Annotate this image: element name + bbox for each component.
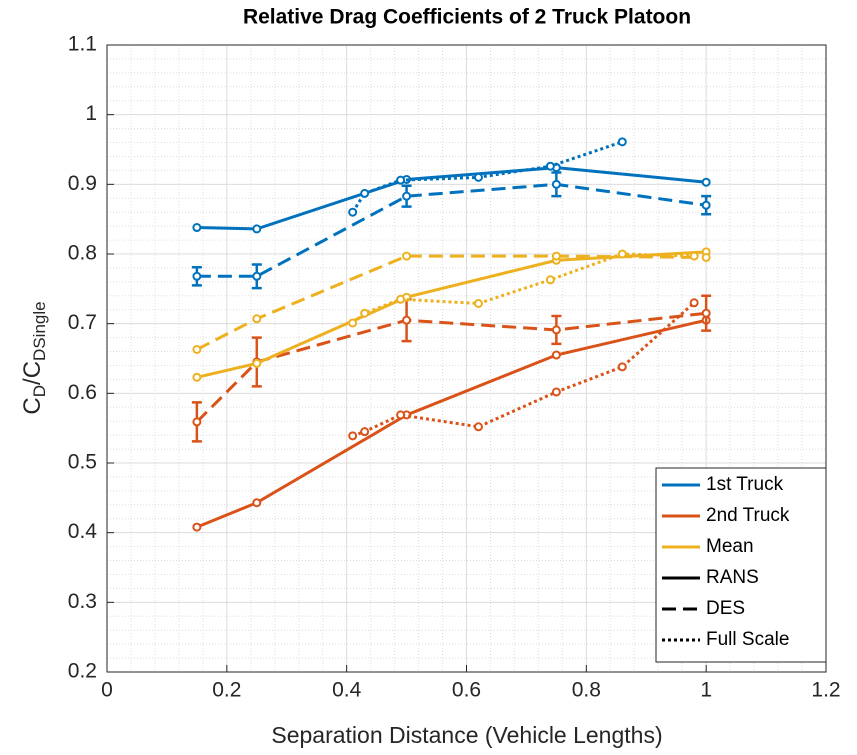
y-tick-label: 0.6 <box>68 381 97 404</box>
marker <box>348 318 358 328</box>
chart-title: Relative Drag Coefficients of 2 Truck Pl… <box>243 6 691 29</box>
marker <box>192 372 202 382</box>
y-tick-label: 1.1 <box>68 33 97 56</box>
axes-box <box>106 44 827 673</box>
marker <box>551 179 561 189</box>
y-tick-label: 0.8 <box>68 242 97 265</box>
marker <box>252 358 262 368</box>
y-axis-label-part: D <box>30 385 49 397</box>
y-tick-label: 1 <box>85 102 97 125</box>
marker <box>473 298 483 308</box>
y-axis-label-part: DSingle <box>30 301 49 361</box>
y-tick-label: 0.7 <box>68 311 97 334</box>
marker <box>396 175 406 185</box>
x-tick-label: 1.2 <box>811 679 840 702</box>
marker <box>396 294 406 304</box>
y-tick-label: 0.5 <box>68 451 97 474</box>
x-axis-label: Separation Distance (Vehicle Lengths) <box>271 722 662 748</box>
marker <box>360 427 370 437</box>
marker <box>617 249 627 259</box>
y-tick-label: 0.9 <box>68 172 97 195</box>
legend-label: DES <box>706 598 745 619</box>
marker <box>402 315 412 325</box>
legend-box <box>655 467 827 663</box>
marker <box>551 350 561 360</box>
y-tick-label: 0.4 <box>68 520 98 543</box>
marker <box>192 344 202 354</box>
marker <box>617 137 627 147</box>
legend-label: 1st Truck <box>706 474 784 495</box>
marker <box>402 191 412 201</box>
marker <box>545 161 555 171</box>
marker <box>360 188 370 198</box>
marker <box>701 177 711 187</box>
marker <box>689 251 699 261</box>
marker <box>192 223 202 233</box>
marker <box>252 498 262 508</box>
marker <box>396 410 406 420</box>
legend-label: RANS <box>706 567 759 588</box>
series-line <box>196 254 707 351</box>
y-axis-label-part: C <box>19 397 46 414</box>
marker <box>192 522 202 532</box>
legend-label: 2nd Truck <box>706 505 790 526</box>
y-tick-label: 0.3 <box>68 590 97 613</box>
marker <box>473 172 483 182</box>
marker <box>402 251 412 261</box>
marker <box>617 362 627 372</box>
marker <box>348 431 358 441</box>
marker <box>252 271 262 281</box>
marker <box>545 275 555 285</box>
x-tick-label: 0.8 <box>572 679 601 702</box>
marker <box>192 417 202 427</box>
y-tick-label: 0.2 <box>68 660 97 683</box>
x-tick-label: 0.6 <box>452 679 481 702</box>
marker <box>252 224 262 234</box>
legend-label: Full Scale <box>706 629 789 650</box>
marker <box>360 308 370 318</box>
y-axis-label-part: /C <box>19 361 46 385</box>
legend-label: Mean <box>706 536 754 557</box>
marker <box>701 252 711 262</box>
x-tick-label: 0.2 <box>212 679 241 702</box>
x-tick-label: 1 <box>700 679 712 702</box>
marker <box>701 308 711 318</box>
marker <box>192 271 202 281</box>
marker <box>701 200 711 210</box>
series-line <box>196 182 707 278</box>
marker <box>689 298 699 308</box>
x-tick-label: 0.4 <box>332 679 362 702</box>
marker <box>348 207 358 217</box>
marker <box>473 422 483 432</box>
marker <box>252 314 262 324</box>
marker <box>551 325 561 335</box>
marker <box>551 251 561 261</box>
x-tick-label: 0 <box>101 679 113 702</box>
marker <box>551 387 561 397</box>
y-axis-label: CD/CDSingle <box>19 301 49 414</box>
